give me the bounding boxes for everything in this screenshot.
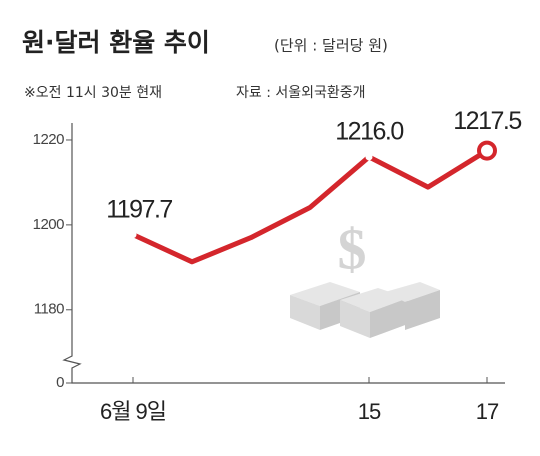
note: ※오전 11시 30분 현재: [24, 85, 162, 101]
value-label: 1217.5: [453, 107, 521, 135]
source: 자료 : 서울외국환중개: [236, 85, 366, 101]
axis: [62, 123, 505, 384]
line: [131, 148, 489, 265]
x-tick-label: 15: [358, 399, 381, 424]
point: [477, 140, 497, 161]
point: [365, 153, 373, 161]
x-tick-label: 17: [476, 399, 499, 424]
point: [129, 231, 137, 239]
y-tick-label: 0: [56, 374, 64, 391]
value-label: 1197.7: [106, 195, 172, 223]
y-tick-label: 1200: [33, 216, 65, 233]
y-tick-label: 1220: [33, 131, 65, 148]
x-tick-label: 6월 9일: [100, 399, 166, 424]
value-label: 1216.0: [335, 118, 403, 146]
chart-title: 원·달러 환율 추이: [22, 28, 210, 57]
svg-text:$: $: [338, 216, 367, 281]
y-tick-label: 1180: [34, 301, 64, 318]
chart-subtitle: (단위 : 달러당 원): [274, 37, 388, 55]
money-icon: $: [290, 216, 440, 338]
